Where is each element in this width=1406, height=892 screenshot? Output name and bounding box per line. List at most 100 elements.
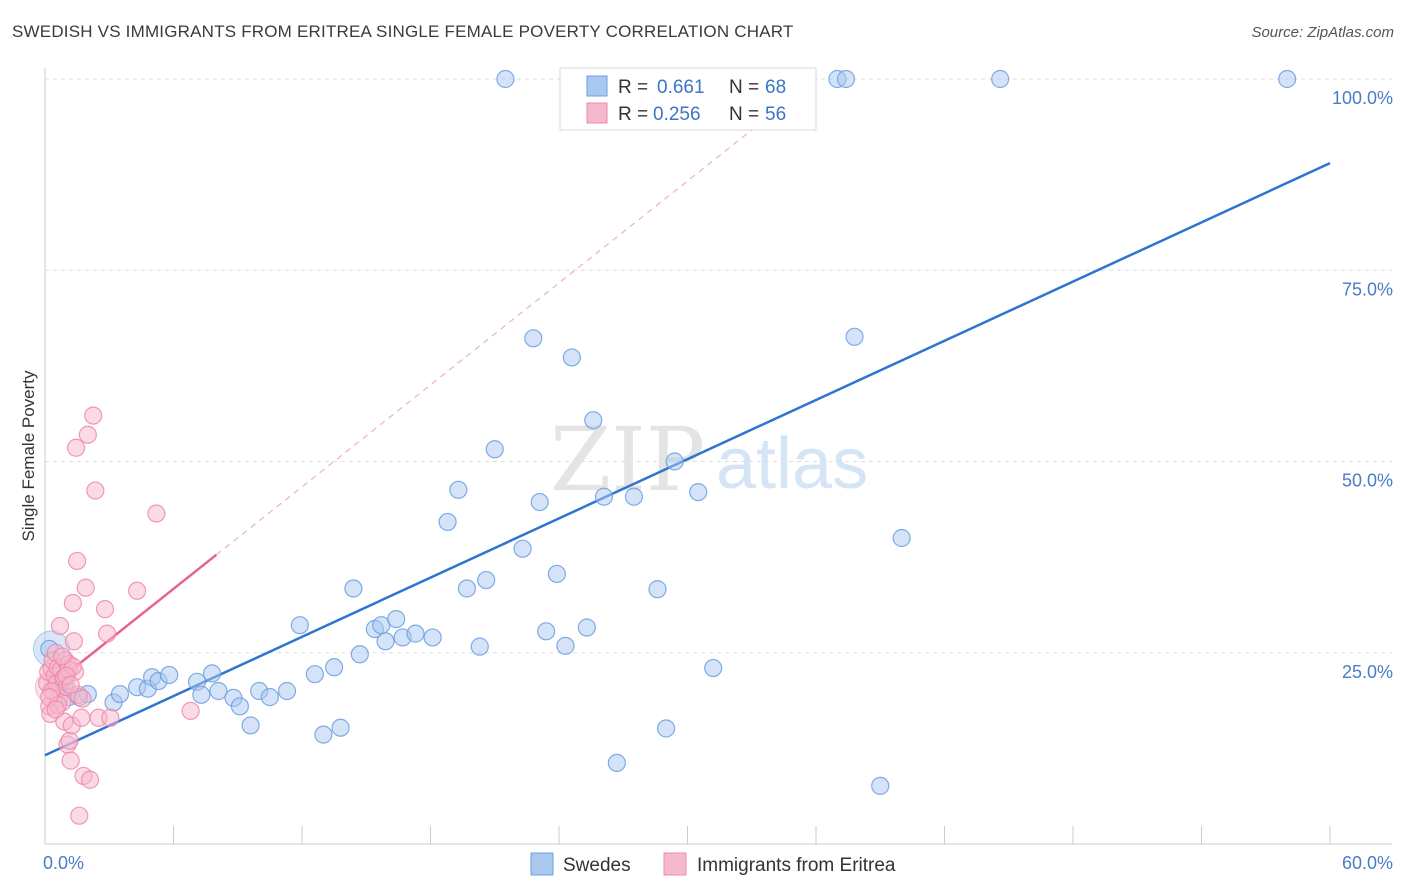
point-swedes — [277, 681, 297, 701]
point-eritrea — [50, 616, 70, 636]
point-swedes — [537, 622, 556, 641]
legend-swatch-eritrea — [586, 102, 608, 124]
point-eritrea — [101, 708, 120, 727]
point-swedes — [648, 580, 667, 599]
bottom-legend-swatch-swedes — [530, 852, 554, 876]
point-eritrea — [61, 675, 80, 694]
point-eritrea — [127, 581, 147, 600]
point-eritrea — [147, 504, 166, 523]
point-swedes — [594, 487, 614, 506]
point-swedes — [1278, 69, 1297, 89]
data-points — [32, 69, 1297, 825]
point-eritrea — [68, 551, 87, 571]
point-eritrea — [46, 700, 65, 719]
point-swedes — [871, 776, 890, 795]
point-swedes — [556, 636, 575, 655]
y-tick-label: 75.0% — [1342, 279, 1393, 299]
axes: 25.0% 50.0% 75.0% 100.0% 0.0% 60.0% — [43, 68, 1393, 873]
point-eritrea — [70, 806, 89, 825]
point-eritrea — [61, 751, 80, 770]
correlation-legend: R = 0.661 N = 68 R = 0.256 N = 56 — [559, 67, 817, 131]
point-swedes — [406, 624, 425, 643]
point-swedes — [496, 69, 515, 89]
point-swedes — [202, 664, 222, 683]
series-legend: Swedes Immigrants from Eritrea — [530, 852, 896, 876]
point-eritrea — [64, 632, 84, 651]
point-swedes — [584, 411, 603, 430]
point-swedes — [513, 539, 532, 558]
point-eritrea — [53, 647, 72, 666]
point-swedes — [562, 348, 581, 367]
point-eritrea — [72, 708, 91, 727]
point-swedes — [845, 327, 864, 346]
point-swedes — [387, 609, 406, 629]
point-swedes — [656, 719, 676, 738]
legend-n-value-swedes: 68 — [765, 77, 786, 98]
point-swedes — [423, 628, 442, 647]
chart-source: Source: ZipAtlas.com — [1251, 24, 1394, 41]
legend-r-value-eritrea: 0.256 — [653, 104, 701, 125]
point-swedes — [577, 618, 596, 637]
legend-n-value-eritrea: 56 — [765, 104, 786, 125]
point-swedes — [665, 452, 684, 471]
point-swedes — [624, 487, 644, 506]
point-eritrea — [66, 438, 86, 457]
y-tick-label: 25.0% — [1342, 662, 1393, 682]
legend-swatch-swedes — [586, 75, 608, 97]
x-tick-label: 0.0% — [43, 853, 84, 873]
point-eritrea — [73, 689, 92, 708]
point-swedes — [160, 665, 179, 685]
point-eritrea — [60, 731, 79, 750]
point-swedes — [325, 658, 344, 677]
trendline-swedes — [44, 162, 1331, 757]
point-swedes — [230, 697, 249, 716]
point-swedes — [438, 512, 457, 532]
point-swedes — [241, 716, 260, 735]
point-swedes — [524, 329, 543, 348]
point-eritrea — [80, 770, 100, 789]
point-swedes — [449, 480, 468, 499]
point-swedes — [991, 69, 1010, 89]
point-eritrea — [98, 624, 117, 643]
point-swedes — [260, 688, 279, 707]
point-eritrea — [84, 406, 103, 425]
y-tick-label: 50.0% — [1342, 471, 1393, 491]
point-swedes — [305, 665, 324, 684]
bottom-legend-swatch-eritrea — [663, 852, 687, 876]
legend-r-value-swedes: 0.661 — [657, 77, 705, 98]
point-eritrea — [63, 593, 82, 613]
point-swedes — [704, 658, 723, 678]
point-swedes — [530, 492, 549, 512]
point-swedes — [290, 616, 309, 635]
legend-n-label-swedes: N = — [729, 77, 759, 98]
point-swedes — [331, 718, 350, 737]
legend-r-label-swedes: R = — [618, 77, 648, 98]
point-swedes — [350, 645, 369, 664]
bottom-legend-swedes: Swedes — [563, 855, 631, 876]
point-eritrea — [76, 578, 95, 597]
y-tick-label: 100.0% — [1332, 88, 1393, 108]
point-swedes — [689, 483, 708, 502]
point-swedes — [344, 579, 363, 598]
watermark-atlas: atlas — [716, 424, 868, 504]
point-swedes — [110, 684, 130, 704]
point-swedes — [892, 528, 911, 548]
point-swedes — [477, 570, 496, 590]
point-swedes — [457, 579, 477, 598]
point-swedes — [547, 564, 566, 584]
point-swedes — [607, 753, 626, 773]
legend-n-label-eritrea: N = — [729, 104, 759, 125]
point-swedes — [209, 681, 228, 701]
point-swedes — [470, 637, 489, 656]
point-eritrea — [181, 701, 200, 720]
legend-r-label-eritrea: R = — [618, 104, 648, 125]
x-tick-label: 60.0% — [1342, 853, 1393, 873]
point-swedes — [836, 69, 856, 89]
point-swedes — [192, 685, 211, 704]
point-eritrea — [78, 425, 97, 444]
point-eritrea — [95, 600, 115, 619]
point-swedes — [376, 632, 395, 651]
y-axis-label: Single Female Poverty — [19, 370, 38, 542]
point-swedes — [485, 440, 504, 459]
